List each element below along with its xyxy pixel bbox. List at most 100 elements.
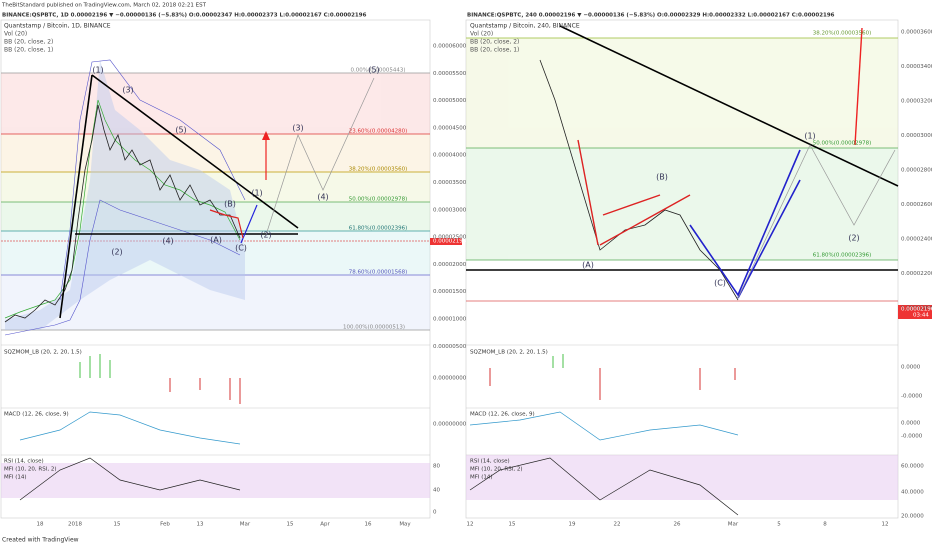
published: TheBitStandard published on TradingView.… [1, 3, 207, 9]
fib-label: 23.60%(0.00004280) [349, 129, 408, 135]
axis-label: 0.0000 [901, 421, 921, 427]
axis-label: 20.0000 [901, 514, 924, 520]
last-price-tag [898, 305, 932, 319]
fib-label: 61.80%(0.00002396) [349, 226, 408, 232]
legend: Quantstamp / Bitcoin, 240, BINANCE [470, 23, 580, 30]
fib-label: 61.80%(0.00002396) [813, 253, 872, 259]
wave-label: (4) [317, 193, 328, 202]
fib-label: 0.00%(0.00005443) [350, 68, 405, 74]
last-price: 0.00002196 [433, 239, 467, 245]
price-axis-label: 0.00003500 [433, 180, 467, 186]
date-label: 13 [197, 522, 204, 528]
price-axis-label: 0.00001000 [433, 317, 467, 323]
price-axis-label: 0.00004500 [433, 125, 467, 131]
axis-label: 0 [433, 510, 437, 516]
wave-label: (1) [251, 189, 262, 198]
price-axis-label: 0.00002500 [433, 235, 467, 241]
indicator-label: MFI (10, 20, RSI, 2) [470, 467, 523, 473]
date-label: May [399, 522, 411, 528]
wave-label: (B) [224, 200, 236, 209]
price-axis-label: 0.00003200 [901, 99, 932, 105]
last-price: 0.00002196 [901, 307, 932, 313]
price-axis-label: 0.00002000 [433, 262, 467, 268]
date-label: Mar [240, 522, 251, 528]
fib-label: 100.00%(0.00000513) [343, 325, 405, 331]
wave-label: (5) [175, 126, 186, 135]
date-label: 12 [882, 522, 889, 528]
axis-label: 0.00000000 [433, 422, 467, 428]
footer: Created with TradingView [2, 537, 79, 544]
wave-label: (2) [111, 248, 122, 257]
price-axis-label: 0.00002000 [901, 306, 932, 312]
fib-label: 50.00%(0.00002978) [349, 197, 408, 203]
indicator-label: MACD (12, 26, close, 9) [470, 412, 535, 418]
axis-label: 0.0000 [901, 365, 921, 371]
fib-label: 38.20%(0.00003560) [813, 31, 872, 37]
legend: BB (20, close, 2) [4, 39, 53, 46]
trend-lines [59, 25, 899, 319]
legend: Quantstamp / Bitcoin, 1D, BINANCE [4, 23, 111, 30]
date-label: 19 [569, 522, 576, 528]
date-label: 22 [614, 522, 621, 528]
date-label: Mar [728, 522, 739, 528]
date-label: 26 [674, 522, 681, 528]
price-axis-label: 0.00002800 [901, 168, 932, 174]
price-axis-label: 0.00000500 [433, 344, 467, 350]
indicator-label: MFI (14) [4, 475, 27, 481]
indicator-label: MFI (10, 20, RSI, 2) [4, 467, 57, 473]
price-axis-label: 0.00003600 [901, 30, 932, 36]
fib-label: 38.20%(0.00003560) [349, 167, 408, 173]
legend: Vol (20) [470, 31, 493, 38]
indicator-label: RSI (14, close) [470, 459, 510, 465]
indicator-label: SQZMOM_LB (20, 2, 20, 1.5) [4, 350, 82, 356]
price-axis-label: 0.00006000 [433, 44, 467, 50]
quote: BINANCE:QSPBTC, 1D 0.00002196 ▼ −0.00000… [2, 13, 367, 19]
price-axis-label: 0.00002200 [901, 271, 932, 277]
axis-label: 40 [433, 488, 440, 494]
fib-label: 50.00%(0.00002978) [813, 141, 872, 147]
wave-label: (B) [656, 173, 668, 182]
wave-label: (5) [368, 66, 379, 75]
quote: BINANCE:QSPBTC, 240 0.00002196 ▼ −0.0000… [467, 13, 835, 19]
wave-label: (2) [260, 231, 271, 240]
legend: BB (20, close, 1) [470, 47, 519, 54]
axis-label: 80 [433, 464, 440, 470]
price-axis-label: 0.00005000 [433, 98, 467, 104]
price-axis-label: 0.00005500 [433, 71, 467, 77]
wave-label: (C) [714, 279, 726, 288]
wave-label: (A) [582, 261, 594, 270]
axis-label: 60.0000 [901, 464, 924, 470]
wave-label: (2) [848, 234, 859, 243]
date-label: Apr [320, 522, 330, 528]
wave-label: (3) [122, 86, 133, 95]
date-label: 8 [823, 522, 827, 528]
price-axis-label: 0.00002600 [901, 202, 932, 208]
indicator-label: MFI (14) [470, 475, 493, 481]
axis-label: -0.0000 [901, 434, 923, 440]
date-label: Feb [160, 522, 170, 528]
indicator-sketch [1, 354, 898, 516]
date-label: 15 [509, 522, 516, 528]
indicator-label: RSI (14, close) [4, 459, 44, 465]
legend: Vol (20) [4, 31, 27, 38]
axis-label: 40.0000 [901, 490, 924, 496]
wave-label: (1) [804, 132, 815, 141]
wave-label: (A) [210, 236, 222, 245]
legend: BB (20, close, 2) [470, 39, 519, 46]
price-axis-label: 0.00001500 [433, 289, 467, 295]
axis-label: -0.0000 [901, 394, 923, 400]
date-label: 5 [777, 522, 781, 528]
projections [209, 27, 896, 301]
date-label: 12 [467, 522, 474, 528]
indicator-label: SQZMOM_LB (20, 2, 20, 1.5) [470, 350, 548, 356]
price-axis-label: 0.00002400 [901, 237, 932, 243]
date-label: 16 [365, 522, 372, 528]
date-label: 15 [287, 522, 294, 528]
wave-label: (4) [162, 237, 173, 246]
price-sketch [4, 59, 246, 336]
date-label: 18 [37, 522, 44, 528]
wave-label: (1) [92, 66, 103, 75]
price-axis-label: 0.00003400 [901, 64, 932, 70]
date-label: 2018 [68, 522, 82, 528]
